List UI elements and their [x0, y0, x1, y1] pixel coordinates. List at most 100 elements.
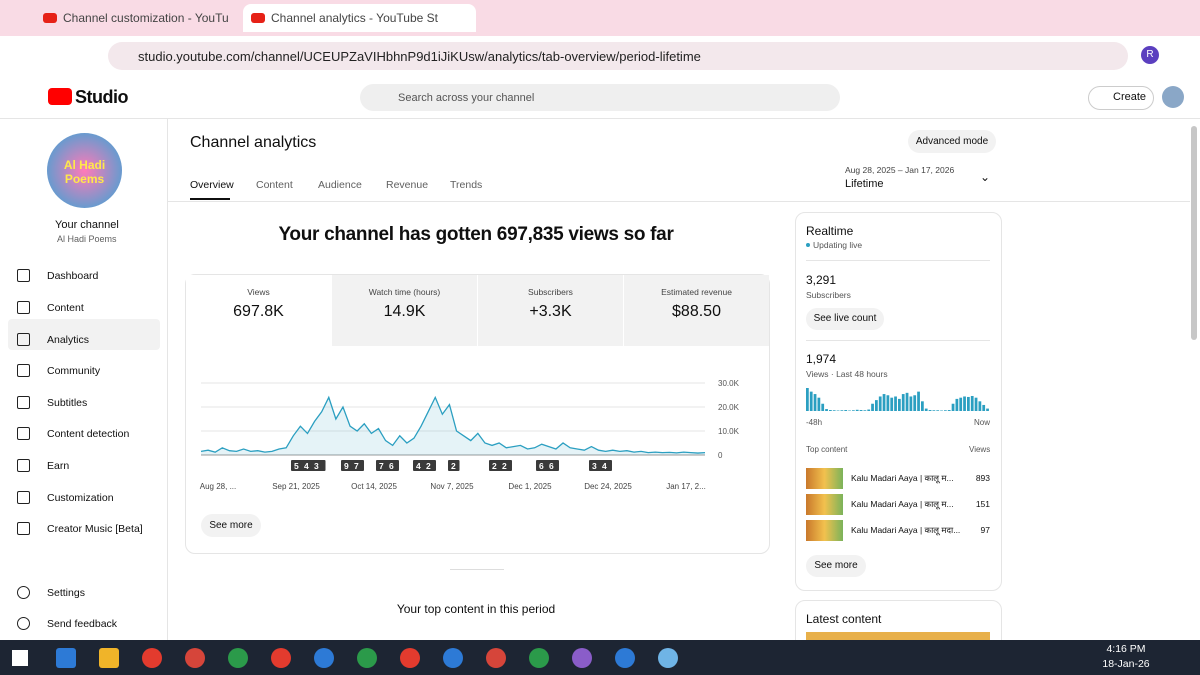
bar [840, 410, 844, 411]
nav-item[interactable]: Earn [47, 460, 70, 472]
bar [963, 396, 966, 411]
tab[interactable]: Channel customization - YouTu [35, 4, 263, 32]
avatar-text: Poems [64, 172, 105, 186]
tab[interactable]: Audience [318, 179, 362, 191]
taskbar-icon[interactable] [658, 648, 678, 668]
nav-icon [17, 427, 30, 440]
nav-item[interactable]: Settings [47, 587, 85, 599]
bar [921, 401, 924, 411]
create-button[interactable] [1088, 86, 1154, 110]
nav-item[interactable]: Subtitles [47, 397, 88, 409]
nav-item[interactable]: Content [47, 302, 84, 314]
taskbar-icon[interactable] [271, 648, 291, 668]
latest-thumb [806, 632, 990, 640]
metric-label: Estimated revenue [661, 287, 732, 297]
taskbar-icon[interactable] [357, 648, 377, 668]
see-live-count[interactable]: See live count [806, 308, 884, 330]
separator [450, 569, 504, 570]
nav-item[interactable]: Customization [47, 492, 114, 504]
nav-item[interactable]: Creator Music [Beta] [47, 523, 143, 535]
bar [974, 397, 978, 411]
bar [894, 396, 897, 411]
tab[interactable]: Content [256, 179, 293, 191]
scrollbar[interactable] [1191, 126, 1197, 340]
metric-label: Subscribers [528, 287, 573, 297]
start[interactable] [12, 650, 28, 666]
tab-underline [190, 198, 230, 200]
tab[interactable]: Revenue [386, 179, 429, 191]
thumbnail [806, 494, 843, 515]
address-bar[interactable] [108, 42, 1128, 70]
nav-item[interactable]: Dashboard [47, 270, 99, 282]
see-more[interactable]: See more [806, 555, 866, 577]
nav-icon [17, 301, 30, 314]
metric-value: 697.8K [233, 303, 284, 320]
account-avatar[interactable] [1162, 86, 1184, 108]
taskbar-icon[interactable] [486, 648, 506, 668]
marker: 2 [451, 461, 461, 471]
bar [944, 410, 947, 411]
divider [806, 340, 990, 341]
taskbar-icon[interactable] [142, 648, 162, 668]
metric[interactable]: Views 697.8K [186, 275, 331, 346]
nav-icon [17, 586, 30, 599]
item-title[interactable]: Kalu Madari Aaya | कालू मदा... [851, 525, 961, 535]
tab[interactable]: Overview [190, 179, 234, 191]
bar [813, 394, 817, 411]
taskbar-icon[interactable] [314, 648, 334, 668]
nav-item[interactable]: Community [47, 365, 101, 377]
marker-box [489, 460, 512, 471]
item-title[interactable]: Kalu Madari Aaya | कालू म... [851, 499, 954, 509]
taskbar-icon[interactable] [56, 648, 76, 668]
search[interactable] [360, 84, 840, 111]
y-tick-label: 0 [718, 451, 723, 460]
tab-active[interactable]: Channel analytics - YouTube St [243, 4, 476, 32]
see-more[interactable]: See more [201, 514, 261, 537]
search-placeholder: Search across your channel [398, 92, 535, 104]
bar [832, 410, 836, 411]
bar [886, 395, 890, 411]
taskbar-icon[interactable] [228, 648, 248, 668]
taskbar-icon[interactable] [99, 648, 119, 668]
advanced-mode[interactable]: Advanced mode [908, 130, 996, 153]
period[interactable]: Lifetime [845, 178, 884, 190]
page-title: Channel analytics [190, 134, 317, 151]
logo-icon [48, 88, 72, 105]
bar [917, 391, 920, 411]
realtime-card [795, 212, 1002, 591]
taskbar-icon[interactable] [400, 648, 420, 668]
divider [806, 260, 990, 261]
nav-item[interactable]: Content detection [47, 428, 130, 440]
bar [978, 401, 982, 411]
nav-item[interactable]: Send feedback [47, 618, 118, 630]
metric[interactable]: Watch time (hours) 14.9K [332, 275, 477, 346]
sidebar-border [167, 118, 168, 640]
bar [875, 400, 878, 411]
taskbar-icon[interactable] [443, 648, 463, 668]
avatar-text: Al Hadi [63, 158, 106, 172]
bar [882, 394, 886, 411]
nav-item[interactable]: Analytics [47, 334, 90, 346]
nav-icon [17, 269, 30, 282]
channel-avatar[interactable]: Al Hadi Poems [47, 133, 122, 208]
taskbar-icon[interactable] [185, 648, 205, 668]
metric[interactable]: Subscribers +3.3K [478, 275, 623, 346]
tab[interactable]: Trends [450, 179, 483, 191]
taskbar-icon[interactable] [615, 648, 635, 668]
bar [821, 403, 825, 411]
item-title[interactable]: Kalu Madari Aaya | कालू म... [851, 473, 954, 483]
taskbar-icon[interactable] [572, 648, 592, 668]
metric[interactable]: Estimated revenue $88.50 [624, 275, 769, 346]
period-chevron[interactable]: ⌄ [980, 170, 991, 184]
logo: Studio [75, 87, 129, 107]
marker: 42 [416, 461, 436, 471]
profile[interactable]: R [1141, 46, 1159, 64]
subscribers-label: Subscribers [806, 290, 851, 300]
taskbar-icon[interactable] [529, 648, 549, 668]
bar [901, 394, 905, 411]
live-dot [806, 243, 810, 247]
x-tick-label: Dec 1, 2025 [508, 482, 552, 491]
bar [809, 391, 813, 411]
